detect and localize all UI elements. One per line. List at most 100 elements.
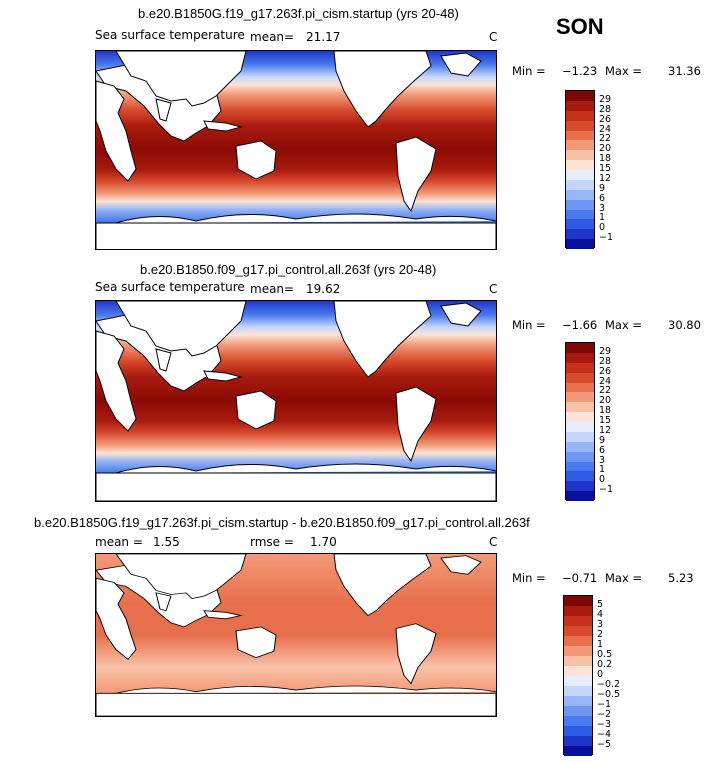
colorbar-tick-label: 3 [599, 454, 606, 466]
colorbar-tick-label: 22 [599, 385, 612, 397]
colorbar-tick-label: 20 [599, 143, 612, 155]
colorbar-swatch [564, 626, 592, 636]
panel1-min-label: Min = [512, 64, 546, 78]
colorbar-swatch [566, 189, 594, 200]
panel1-map [95, 50, 497, 250]
panel3-map [95, 553, 497, 717]
colorbar-swatch [566, 120, 594, 131]
colorbar-tick-label: 3 [597, 619, 604, 630]
colorbar-tick-label: 0 [599, 474, 606, 486]
panel3-mean-label: mean = [95, 535, 143, 549]
panel3-max-value: 5.23 [668, 571, 694, 585]
colorbar-swatch [566, 100, 594, 111]
colorbar-tick-label: 24 [599, 375, 612, 387]
colorbar-swatch [564, 636, 592, 646]
colorbar-swatch [564, 606, 592, 616]
colorbar-swatch [564, 696, 592, 706]
colorbar-tick-label: 18 [599, 153, 612, 165]
colorbar-swatch [566, 362, 594, 373]
panel2-min-label: Min = [512, 318, 546, 332]
panel1-max-value: 31.36 [668, 64, 701, 78]
panel2-map [95, 300, 497, 502]
colorbar-tick-label: 3 [599, 202, 606, 214]
colorbar-tick-label: −0.5 [597, 689, 621, 700]
colorbar-swatch [566, 160, 594, 170]
panel1-min-value: −1.23 [562, 64, 598, 78]
colorbar-swatch [566, 402, 594, 413]
colorbar-swatch [566, 491, 594, 501]
panel2-mean-label: mean= [250, 282, 295, 296]
panel1-mean-value: 21.17 [306, 30, 341, 44]
panel2-title: b.e20.B1850.f09_g17.pi_control.all.263f … [140, 262, 437, 277]
colorbar-tick-label: 1 [597, 639, 604, 650]
colorbar-swatch [564, 656, 592, 666]
colorbar-tick-label: −0.2 [597, 679, 621, 690]
colorbar-swatch [564, 736, 592, 746]
colorbar-tick-label: 0 [597, 669, 604, 680]
colorbar-tick-label: 29 [599, 93, 612, 105]
panel1-colorbar [565, 90, 595, 249]
season-label: SON [556, 14, 604, 39]
colorbar-swatch [566, 481, 594, 492]
colorbar-swatch [566, 441, 594, 452]
panel2-units: C [489, 282, 498, 296]
colorbar-swatch [566, 179, 594, 190]
colorbar-tick-label: 18 [599, 405, 612, 417]
colorbar-swatch [566, 372, 594, 383]
colorbar-swatch [564, 666, 592, 676]
colorbar-tick-label: 26 [599, 113, 612, 125]
colorbar-swatch [566, 343, 594, 353]
colorbar-tick-label: −2 [597, 709, 612, 720]
colorbar-swatch [566, 91, 594, 101]
panel1-field-label: Sea surface temperature [95, 28, 245, 42]
colorbar-tick-label: 20 [599, 395, 612, 407]
panel2-colorbar [565, 342, 595, 501]
colorbar-tick-label: 26 [599, 365, 612, 377]
panel3-min-label: Min = [512, 571, 546, 585]
colorbar-swatch [566, 461, 594, 472]
panel1-mean-label: mean= [250, 30, 295, 44]
colorbar-tick-label: 1 [599, 464, 606, 476]
colorbar-tick-label: 0 [599, 222, 606, 234]
colorbar-tick-label: −1 [597, 699, 612, 710]
colorbar-swatch [566, 392, 594, 403]
colorbar-tick-label: −1 [599, 484, 614, 496]
colorbar-tick-label: 5 [597, 599, 604, 610]
colorbar-tick-label: 15 [599, 415, 612, 426]
panel2-max-value: 30.80 [668, 318, 701, 332]
colorbar-swatch [564, 596, 592, 606]
colorbar-swatch [564, 716, 592, 726]
panel2-min-value: −1.66 [562, 318, 598, 332]
panel3-colorbar [563, 595, 593, 756]
colorbar-swatch [566, 130, 594, 141]
panel3-title: b.e20.B1850G.f19_g17.263f.pi_cism.startu… [34, 515, 530, 530]
colorbar-swatch [566, 199, 594, 210]
colorbar-swatch [566, 422, 594, 432]
colorbar-swatch [566, 471, 594, 482]
colorbar-tick-label: −5 [597, 739, 612, 750]
colorbar-swatch [566, 229, 594, 240]
colorbar-swatch [564, 676, 592, 686]
colorbar-tick-label: 4 [597, 609, 604, 620]
panel1-max-label: Max = [605, 64, 643, 78]
colorbar-tick-label: 2 [597, 629, 604, 640]
colorbar-tick-label: 6 [599, 192, 606, 204]
colorbar-swatch [564, 746, 592, 756]
colorbar-tick-label: 29 [599, 345, 612, 357]
colorbar-tick-label: 12 [599, 424, 612, 436]
panel2-field-label: Sea surface temperature [95, 280, 245, 294]
colorbar-swatch [564, 616, 592, 626]
colorbar-swatch [566, 110, 594, 121]
colorbar-swatch [566, 451, 594, 462]
colorbar-swatch [566, 219, 594, 230]
colorbar-tick-label: −3 [597, 719, 612, 730]
colorbar-tick-label: 28 [599, 355, 612, 367]
colorbar-tick-label: 0.2 [597, 659, 613, 670]
colorbar-swatch [566, 170, 594, 180]
colorbar-tick-label: 6 [599, 444, 606, 456]
colorbar-swatch [566, 382, 594, 393]
colorbar-tick-label: 0.5 [597, 649, 613, 660]
colorbar-swatch [564, 706, 592, 716]
colorbar-tick-label: 22 [599, 133, 612, 145]
panel1-title: b.e20.B1850G.f19_g17.263f.pi_cism.startu… [138, 6, 459, 21]
